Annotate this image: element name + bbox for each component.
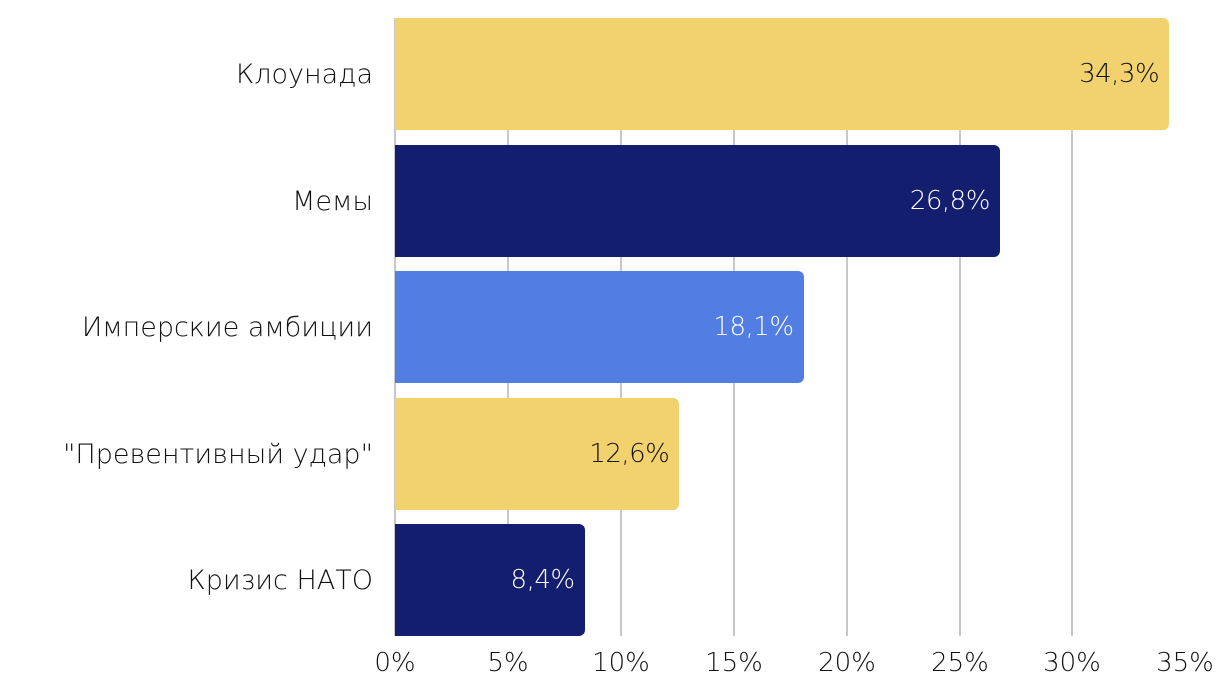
bar: 18,1%	[395, 271, 804, 383]
x-tick-label: 15%	[705, 648, 763, 678]
x-tick-label: 20%	[818, 648, 876, 678]
bar-value-label: 18,1%	[713, 312, 794, 342]
category-label: Кризис НАТО	[187, 564, 373, 596]
category-label: Мемы	[292, 185, 373, 217]
gridline-20	[846, 18, 848, 636]
x-tick-label: 10%	[592, 648, 650, 678]
category-label: "Превентивный удар"	[62, 438, 373, 470]
x-tick-label: 5%	[487, 648, 529, 678]
x-tick-label: 35%	[1156, 648, 1214, 678]
category-label: Имперские амбиции	[81, 311, 373, 343]
bar-value-label: 12,6%	[589, 439, 670, 469]
x-tick-label: 0%	[374, 648, 416, 678]
bar: 8,4%	[395, 524, 585, 636]
x-tick-label: 30%	[1043, 648, 1101, 678]
bar-value-label: 26,8%	[909, 186, 991, 216]
x-tick-label: 25%	[931, 648, 989, 678]
bar-value-label: 34,3%	[1079, 59, 1160, 89]
category-label: Клоунада	[236, 58, 373, 90]
bar: 26,8%	[395, 145, 1000, 257]
bar: 34,3%	[395, 18, 1170, 130]
gridline-30	[1071, 18, 1073, 636]
gridline-25	[959, 18, 961, 636]
bar: 12,6%	[395, 398, 680, 510]
bar-value-label: 8,4%	[510, 565, 576, 595]
